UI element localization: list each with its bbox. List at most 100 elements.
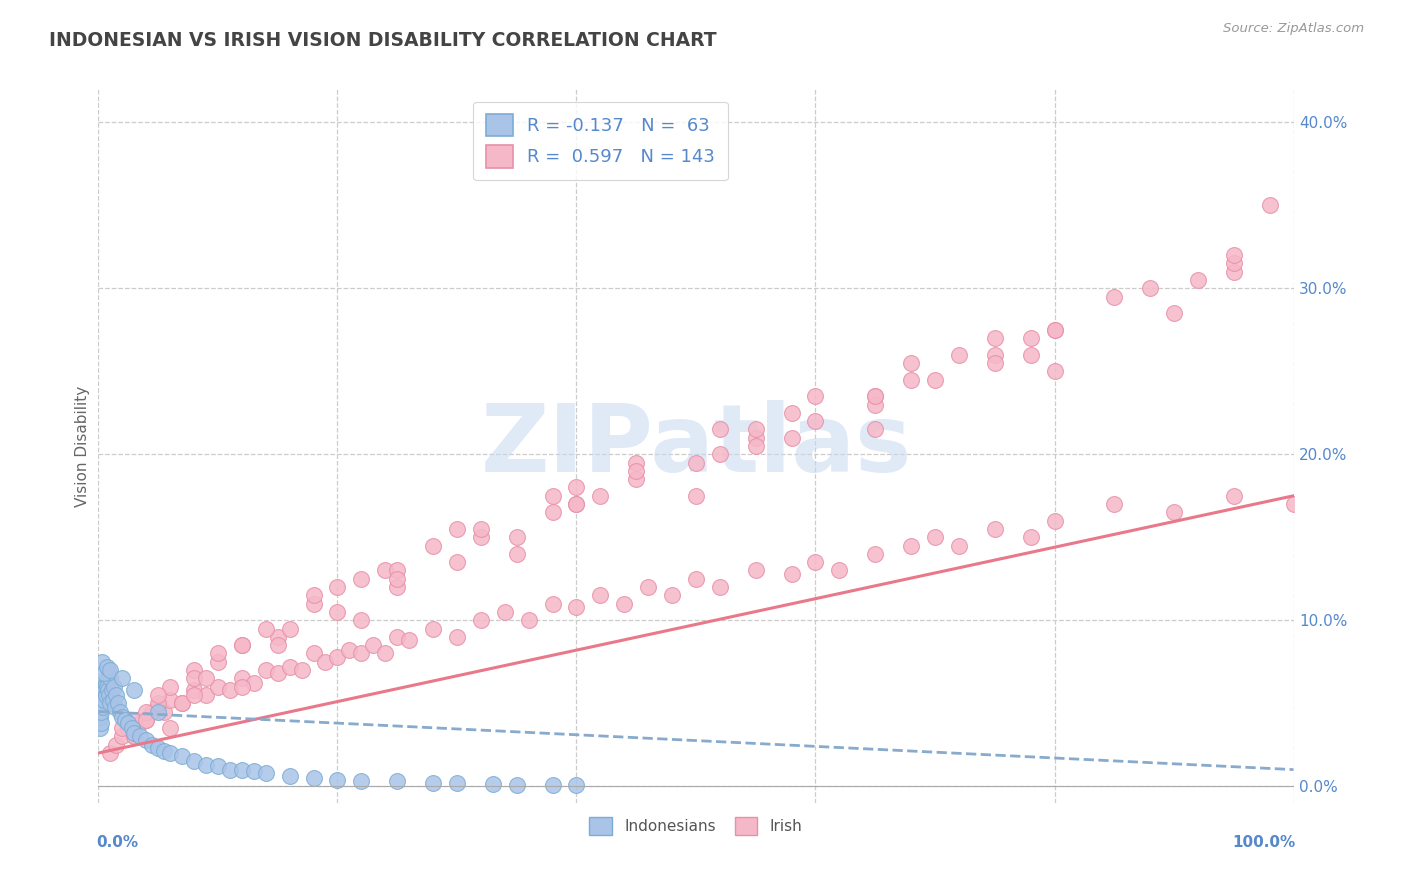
Point [804, 389, 827, 403]
Point [780, 406, 803, 420]
Point [135, 713, 157, 727]
Point [93, 680, 115, 694]
Point [104, 699, 127, 714]
Point [107, 696, 129, 710]
Point [111, 721, 134, 735]
Point [124, 713, 146, 727]
Point [278, 659, 301, 673]
Point [506, 530, 529, 544]
Point [1019, 530, 1042, 544]
Point [94, 676, 117, 690]
Point [613, 597, 636, 611]
Point [865, 547, 887, 561]
Point [374, 564, 396, 578]
Point [89, 721, 111, 735]
Point [89, 709, 111, 723]
Point [637, 580, 659, 594]
Point [159, 693, 181, 707]
Point [135, 732, 157, 747]
Point [97, 666, 120, 681]
Point [135, 713, 157, 727]
Point [828, 564, 851, 578]
Point [745, 564, 768, 578]
Point [1043, 323, 1066, 337]
Point [96, 688, 118, 702]
Point [374, 647, 396, 661]
Point [1019, 331, 1042, 345]
Point [326, 580, 349, 594]
Point [90, 716, 112, 731]
Point [124, 730, 146, 744]
Text: 0.0%: 0.0% [96, 835, 138, 850]
Point [243, 676, 266, 690]
Point [98, 663, 122, 677]
Point [153, 705, 176, 719]
Point [96, 659, 118, 673]
Point [1223, 489, 1246, 503]
Point [494, 605, 516, 619]
Point [446, 630, 468, 644]
Point [148, 696, 170, 710]
Point [422, 622, 444, 636]
Point [326, 772, 349, 787]
Point [219, 682, 242, 697]
Point [231, 638, 253, 652]
Point [91, 696, 114, 710]
Point [804, 414, 827, 428]
Point [129, 716, 152, 731]
Point [541, 505, 564, 519]
Point [470, 522, 492, 536]
Point [948, 348, 970, 362]
Legend: Indonesians, Irish: Indonesians, Irish [583, 811, 808, 841]
Point [141, 738, 163, 752]
Point [1223, 248, 1246, 262]
Point [709, 422, 731, 436]
Point [231, 638, 253, 652]
Point [398, 633, 420, 648]
Point [141, 705, 163, 719]
Point [90, 705, 112, 719]
Point [745, 422, 768, 436]
Point [350, 647, 373, 661]
Point [111, 709, 134, 723]
Point [159, 680, 181, 694]
Point [219, 763, 242, 777]
Point [207, 655, 229, 669]
Point [1019, 348, 1042, 362]
Point [1043, 514, 1066, 528]
Point [98, 696, 121, 710]
Point [745, 439, 768, 453]
Point [207, 647, 229, 661]
Point [93, 666, 115, 681]
Point [589, 588, 612, 602]
Point [148, 688, 170, 702]
Point [135, 705, 157, 719]
Point [103, 680, 125, 694]
Point [93, 693, 115, 707]
Point [231, 763, 253, 777]
Point [117, 721, 139, 735]
Point [1223, 256, 1246, 270]
Point [541, 778, 564, 792]
Point [446, 776, 468, 790]
Point [159, 746, 181, 760]
Point [984, 331, 1007, 345]
Point [900, 373, 922, 387]
Point [948, 539, 970, 553]
Point [254, 766, 277, 780]
Point [231, 680, 253, 694]
Point [363, 638, 385, 652]
Point [984, 356, 1007, 370]
Point [446, 522, 468, 536]
Point [96, 671, 118, 685]
Point [470, 530, 492, 544]
Point [183, 682, 205, 697]
Point [124, 682, 146, 697]
Y-axis label: Vision Disability: Vision Disability [75, 385, 90, 507]
Point [865, 422, 887, 436]
Point [302, 771, 325, 785]
Point [148, 741, 170, 756]
Point [422, 776, 444, 790]
Point [565, 778, 588, 792]
Point [1282, 497, 1305, 511]
